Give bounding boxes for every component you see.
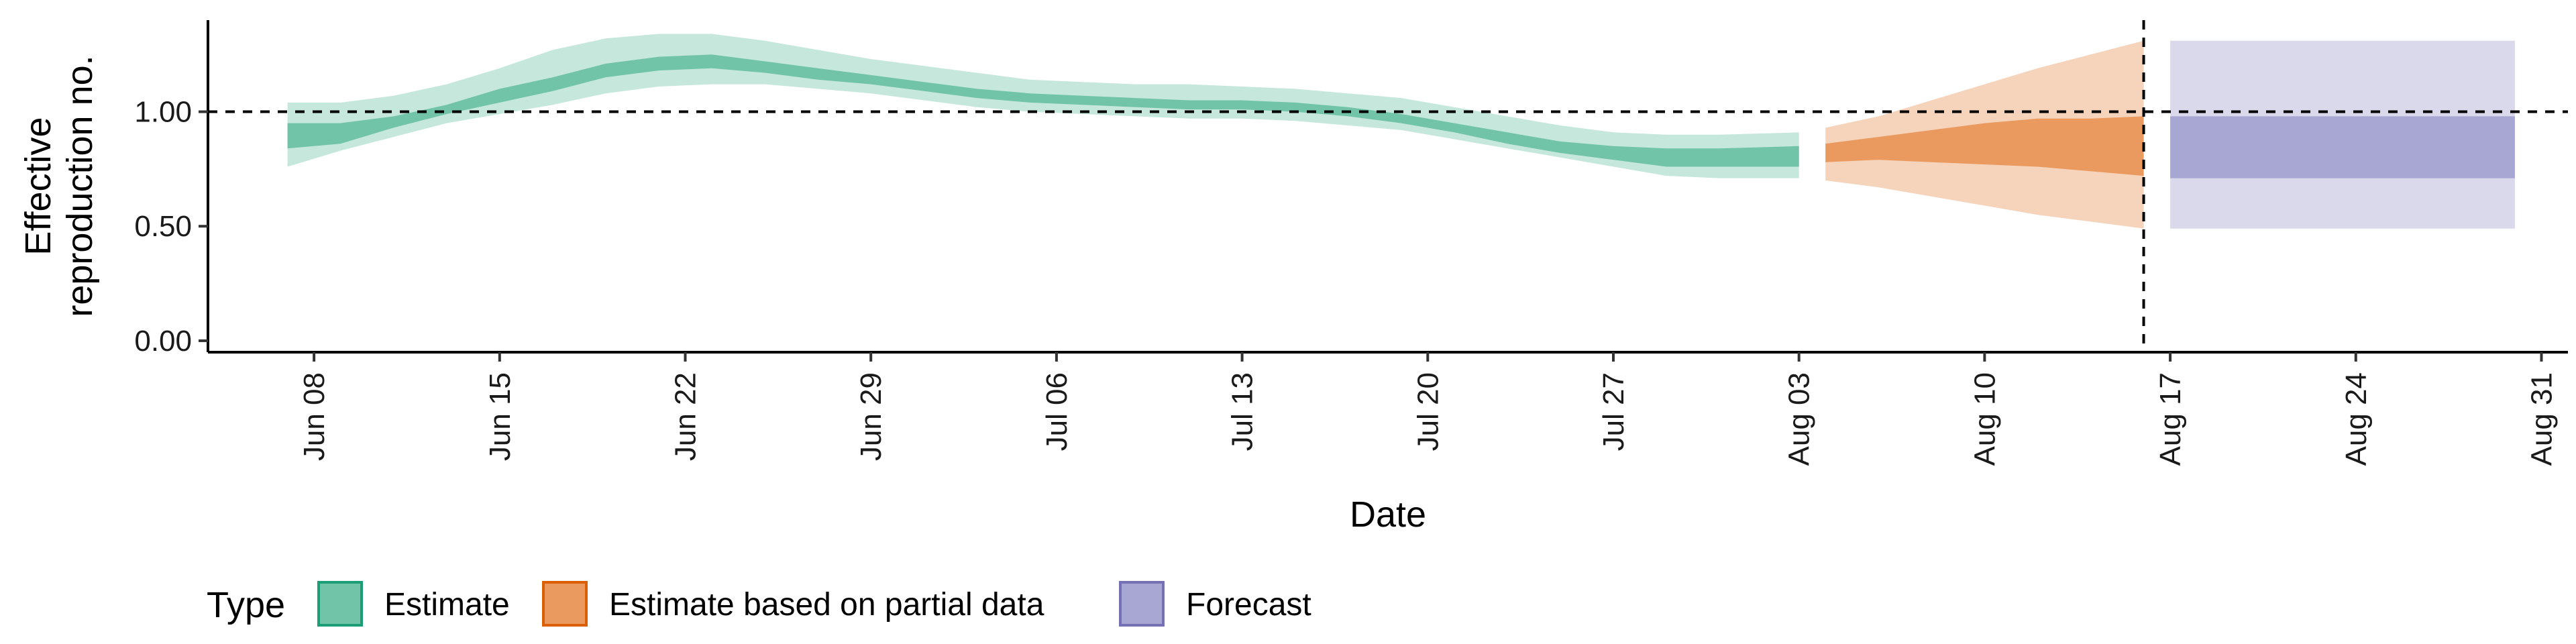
y-tick-label: 1.00 — [134, 96, 192, 129]
y-axis-title-line: Effective — [18, 117, 58, 255]
legend-label-estimate-based-on-partial-data: Estimate based on partial data — [609, 587, 1044, 623]
x-axis-title: Date — [1350, 494, 1426, 535]
x-tick-label: Jul 13 — [1226, 372, 1259, 451]
x-tick-label: Jul 06 — [1040, 372, 1073, 451]
estimate-inner-band — [287, 54, 1799, 167]
x-axis-ticks: Jun 08 Jun 15 Jun 22 Jun 29 Jul 06 Jul 13 Jul … — [298, 352, 2558, 466]
y-axis-ticks: 0.00 0.50 1.00 — [134, 96, 208, 358]
x-tick-label: Jun 22 — [669, 372, 702, 461]
x-tick-label: Aug 03 — [1783, 372, 1816, 466]
legend: Type Estimate Estimate based on partial d… — [207, 581, 1311, 627]
legend-key-forecast — [1119, 581, 1165, 627]
x-tick-label: Aug 24 — [2340, 372, 2373, 466]
x-tick-label: Jul 20 — [1411, 372, 1444, 451]
legend-key-estimate — [317, 581, 363, 627]
y-axis-title: Effectivereproduction no. — [18, 55, 100, 317]
x-tick-label: Jun 15 — [484, 372, 517, 461]
x-tick-label: Aug 31 — [2525, 372, 2558, 466]
ribbon-layer — [287, 34, 2515, 229]
legend-label-forecast: Forecast — [1186, 587, 1311, 623]
y-tick-label: 0.50 — [134, 210, 192, 243]
legend-key-estimate-based-on-partial-data — [542, 581, 588, 627]
x-tick-label: Jun 29 — [855, 372, 888, 461]
legend-label-estimate: Estimate — [384, 587, 510, 623]
y-tick-label: 0.00 — [134, 325, 192, 358]
x-tick-label: Aug 17 — [2154, 372, 2187, 466]
x-tick-label: Jun 08 — [298, 372, 331, 461]
y-axis-title-line: reproduction no. — [60, 55, 100, 317]
x-tick-label: Jul 27 — [1597, 372, 1630, 451]
x-tick-label: Aug 10 — [1968, 372, 2001, 466]
legend-title: Type — [207, 585, 285, 625]
reference-lines — [208, 20, 2568, 352]
axes — [207, 20, 2568, 354]
estimate-outer-band — [287, 34, 1799, 178]
forecast-inner-band — [2170, 116, 2515, 178]
estimate-based-on-partial-data-inner-band — [1825, 116, 2144, 176]
